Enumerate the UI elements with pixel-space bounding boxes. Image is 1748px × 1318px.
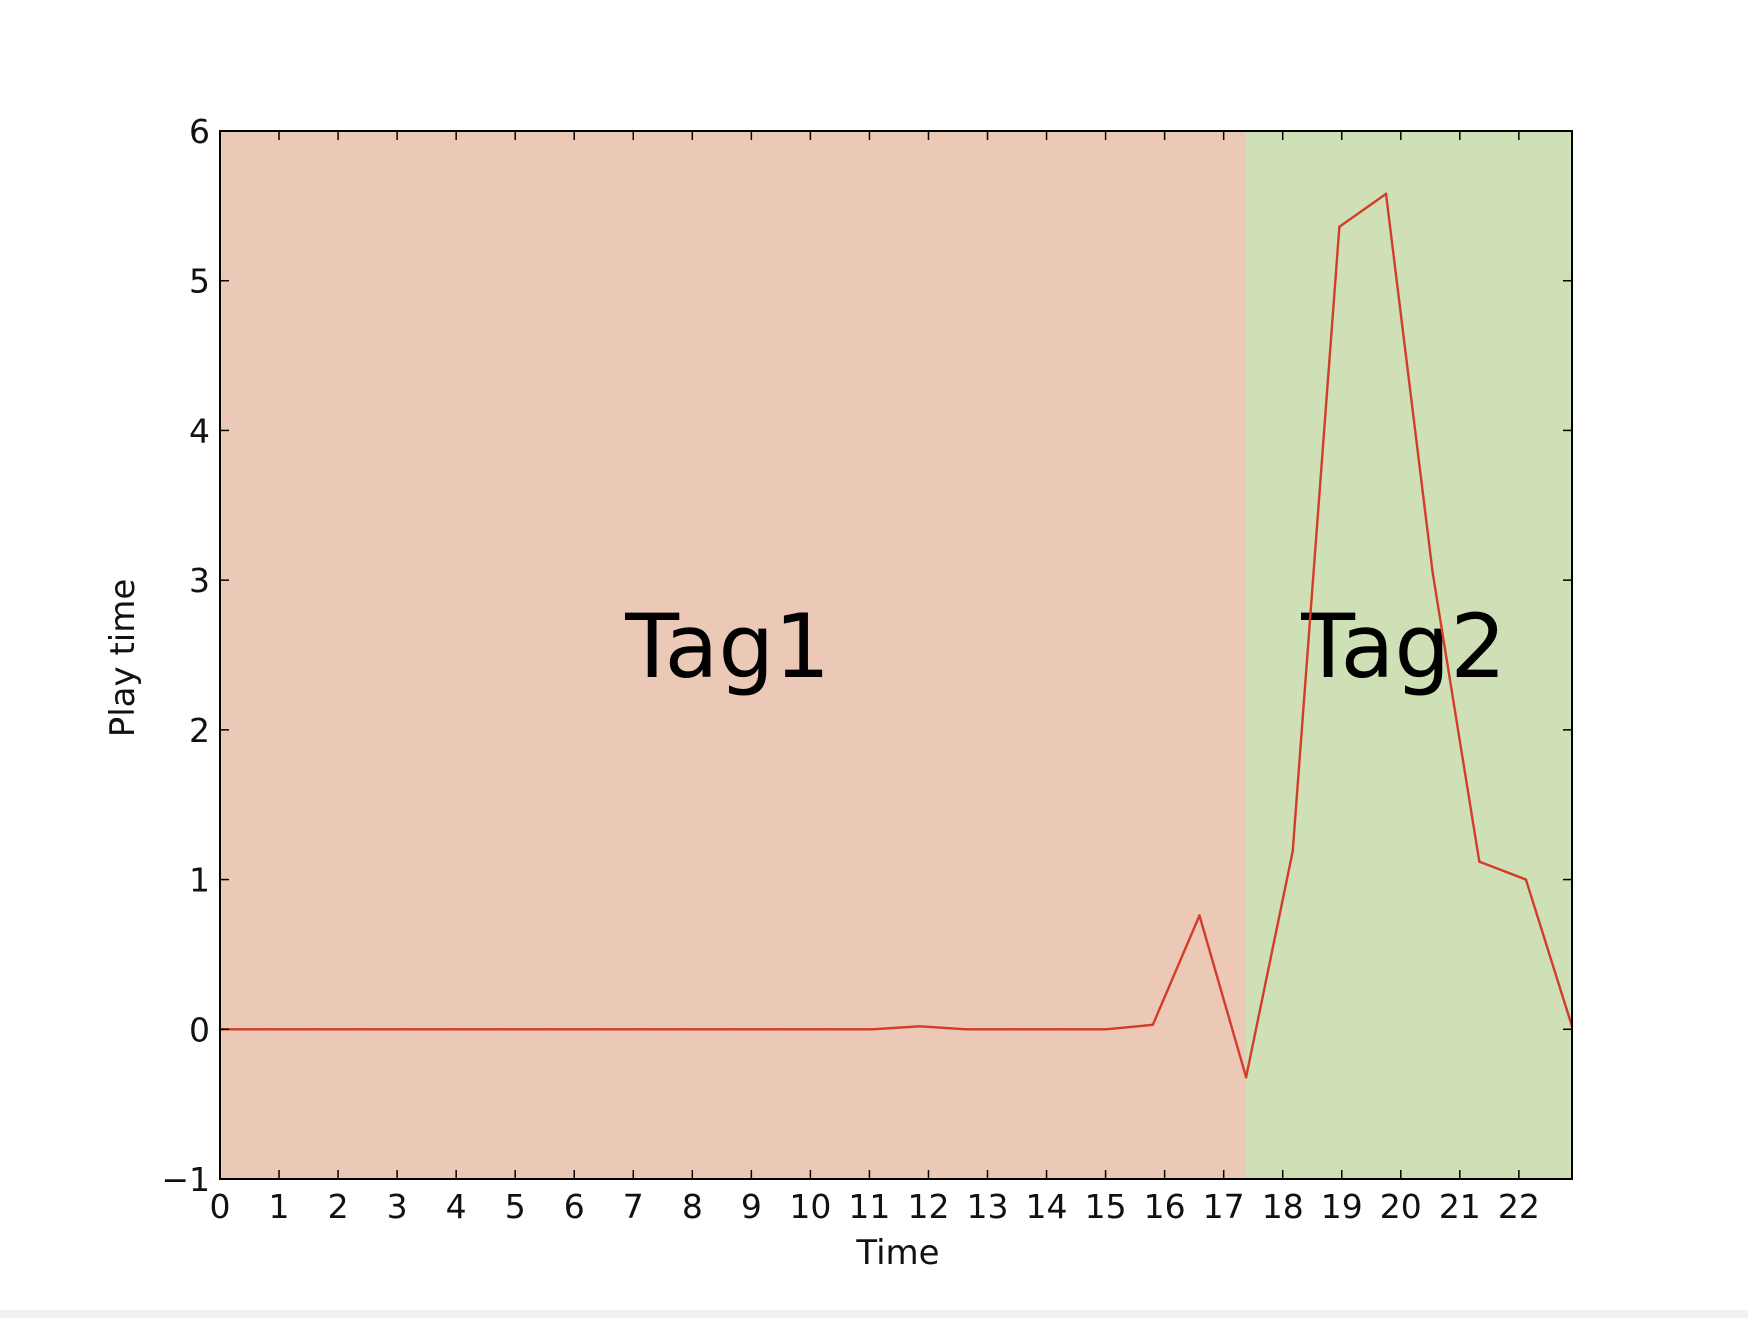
x-tick-label: 3 bbox=[387, 1187, 408, 1226]
data-point bbox=[1384, 192, 1388, 196]
x-tick-label: 15 bbox=[1085, 1187, 1127, 1226]
data-point bbox=[1291, 849, 1294, 853]
series-layer bbox=[218, 192, 1574, 1079]
x-tick-label: 20 bbox=[1380, 1187, 1422, 1226]
series-line-segment bbox=[1431, 571, 1481, 863]
series-0 bbox=[218, 192, 1574, 1079]
data-point bbox=[1151, 1023, 1155, 1026]
data-point bbox=[405, 1028, 408, 1031]
x-tick-label: 12 bbox=[907, 1187, 949, 1226]
data-point bbox=[1431, 571, 1434, 574]
series-line-segment bbox=[918, 1025, 968, 1031]
x-tick-label: 21 bbox=[1439, 1187, 1481, 1226]
y-axis-label: Play time bbox=[103, 579, 143, 738]
data-point bbox=[1058, 1028, 1061, 1031]
x-tick-label: 5 bbox=[505, 1187, 526, 1226]
region-tag1 bbox=[220, 131, 1246, 1179]
data-point bbox=[871, 1028, 875, 1031]
x-tick-label: 0 bbox=[210, 1187, 231, 1226]
data-point bbox=[1011, 1028, 1015, 1031]
data-point bbox=[545, 1028, 548, 1031]
x-axis-tick-labels: 0 1 2 3 4 5 6 7 8 9 10 11 12 13 14 15 16 17 18 19 20 21 22 bbox=[210, 1187, 1540, 1226]
data-point bbox=[778, 1028, 781, 1031]
series-line-segment bbox=[1104, 1023, 1155, 1031]
series-line-segment bbox=[871, 1025, 921, 1031]
tag-region-labels: Tag1 Tag2 bbox=[624, 595, 1506, 698]
data-point bbox=[638, 1028, 641, 1031]
y-tick-label: 1 bbox=[189, 861, 210, 900]
data-point bbox=[312, 1028, 315, 1031]
data-point bbox=[965, 1028, 968, 1031]
data-point bbox=[1198, 914, 1201, 917]
x-tick-label: 4 bbox=[446, 1187, 467, 1226]
x-axis-label: Time bbox=[855, 1233, 939, 1273]
y-tick-label: 3 bbox=[189, 561, 210, 600]
x-tick-label: 2 bbox=[328, 1187, 349, 1226]
series-line-segment bbox=[1478, 860, 1528, 881]
x-tick-label: 16 bbox=[1144, 1187, 1186, 1226]
x-tick-label: 9 bbox=[741, 1187, 762, 1226]
x-tick-label: 1 bbox=[269, 1187, 290, 1226]
data-point bbox=[731, 1028, 735, 1031]
series-line-segment bbox=[1198, 914, 1248, 1079]
y-tick-label: 5 bbox=[189, 262, 210, 301]
tag-regions bbox=[220, 131, 1572, 1179]
data-point bbox=[825, 1028, 828, 1031]
data-point bbox=[685, 1028, 688, 1031]
series-line-segment bbox=[1244, 849, 1294, 1079]
x-tick-label: 10 bbox=[789, 1187, 831, 1226]
y-axis-tick-labels: −1 0 1 2 3 4 5 6 bbox=[161, 112, 210, 1199]
x-tick-label: 6 bbox=[564, 1187, 585, 1226]
axis-ticks bbox=[219, 130, 1572, 1180]
series-line-segment bbox=[1151, 914, 1201, 1026]
x-tick-label: 13 bbox=[967, 1187, 1009, 1226]
x-tick-label: 8 bbox=[682, 1187, 703, 1226]
y-tick-label: 6 bbox=[189, 112, 210, 151]
data-point bbox=[1478, 860, 1481, 863]
x-tick-label: 18 bbox=[1262, 1187, 1304, 1226]
y-tick-label: 2 bbox=[189, 711, 210, 750]
x-tick-label: 19 bbox=[1321, 1187, 1363, 1226]
x-tick-label: 7 bbox=[623, 1187, 644, 1226]
data-point bbox=[591, 1028, 595, 1031]
series-line-segment bbox=[1384, 192, 1434, 574]
data-point bbox=[358, 1028, 362, 1031]
data-point bbox=[918, 1025, 921, 1028]
region-label-tag1: Tag1 bbox=[624, 595, 830, 698]
data-point bbox=[1338, 225, 1341, 229]
y-tick-label: 0 bbox=[189, 1010, 210, 1049]
plot-frame bbox=[219, 130, 1573, 1180]
x-tick-label: 22 bbox=[1498, 1187, 1540, 1226]
x-tick-label: 11 bbox=[848, 1187, 890, 1226]
data-point bbox=[1524, 878, 1528, 881]
y-tick-label: −1 bbox=[161, 1160, 210, 1199]
region-tag2 bbox=[1245, 131, 1572, 1179]
series-line-segment bbox=[1338, 192, 1388, 229]
data-point bbox=[265, 1028, 268, 1031]
series-line-segment bbox=[1291, 225, 1341, 853]
data-point bbox=[452, 1028, 455, 1031]
data-point bbox=[498, 1028, 502, 1031]
region-label-tag2: Tag2 bbox=[1300, 595, 1506, 698]
x-tick-label: 14 bbox=[1026, 1187, 1068, 1226]
data-point bbox=[1104, 1028, 1108, 1031]
series-line-segment bbox=[1524, 878, 1574, 1028]
x-tick-label: 17 bbox=[1203, 1187, 1245, 1226]
data-point bbox=[1244, 1075, 1248, 1079]
y-tick-label: 4 bbox=[189, 411, 210, 450]
